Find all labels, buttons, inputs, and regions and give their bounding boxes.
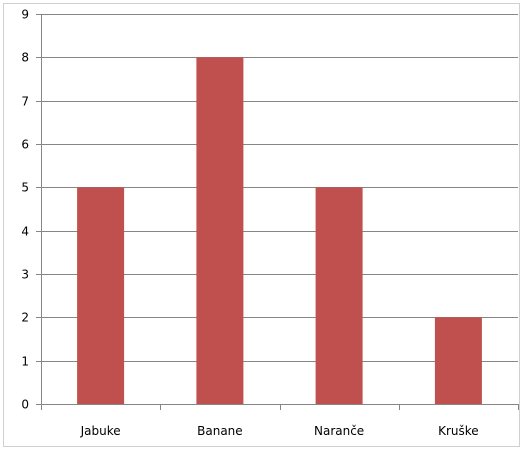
y-tick-label: 7 (21, 95, 29, 109)
chart-frame: 0 1 2 3 4 5 6 7 8 9 Jabuke Banane Naranče Kruške (3, 3, 520, 447)
y-tick-label: 9 (21, 8, 29, 22)
x-tick-label: Banane (197, 424, 243, 438)
bar-3 (434, 317, 482, 404)
y-tick-label: 6 (21, 138, 29, 152)
y-tick-label: 4 (21, 225, 29, 239)
y-tick-label: 1 (21, 355, 29, 369)
x-tick-label: Naranče (314, 424, 364, 438)
y-tick-label: 5 (21, 181, 29, 195)
bar-1 (196, 57, 244, 405)
bar-0 (77, 187, 125, 404)
bar-2 (315, 187, 363, 404)
y-tick-label: 8 (21, 51, 29, 65)
bar-chart: 0 1 2 3 4 5 6 7 8 9 Jabuke Banane Naranče Kruške (21, 8, 519, 438)
x-tick-label: Kruške (438, 424, 479, 438)
y-tick-label: 0 (21, 398, 29, 412)
y-tick-label: 3 (21, 268, 29, 282)
x-tick-label: Jabuke (80, 424, 121, 438)
y-tick-label: 2 (21, 311, 29, 325)
